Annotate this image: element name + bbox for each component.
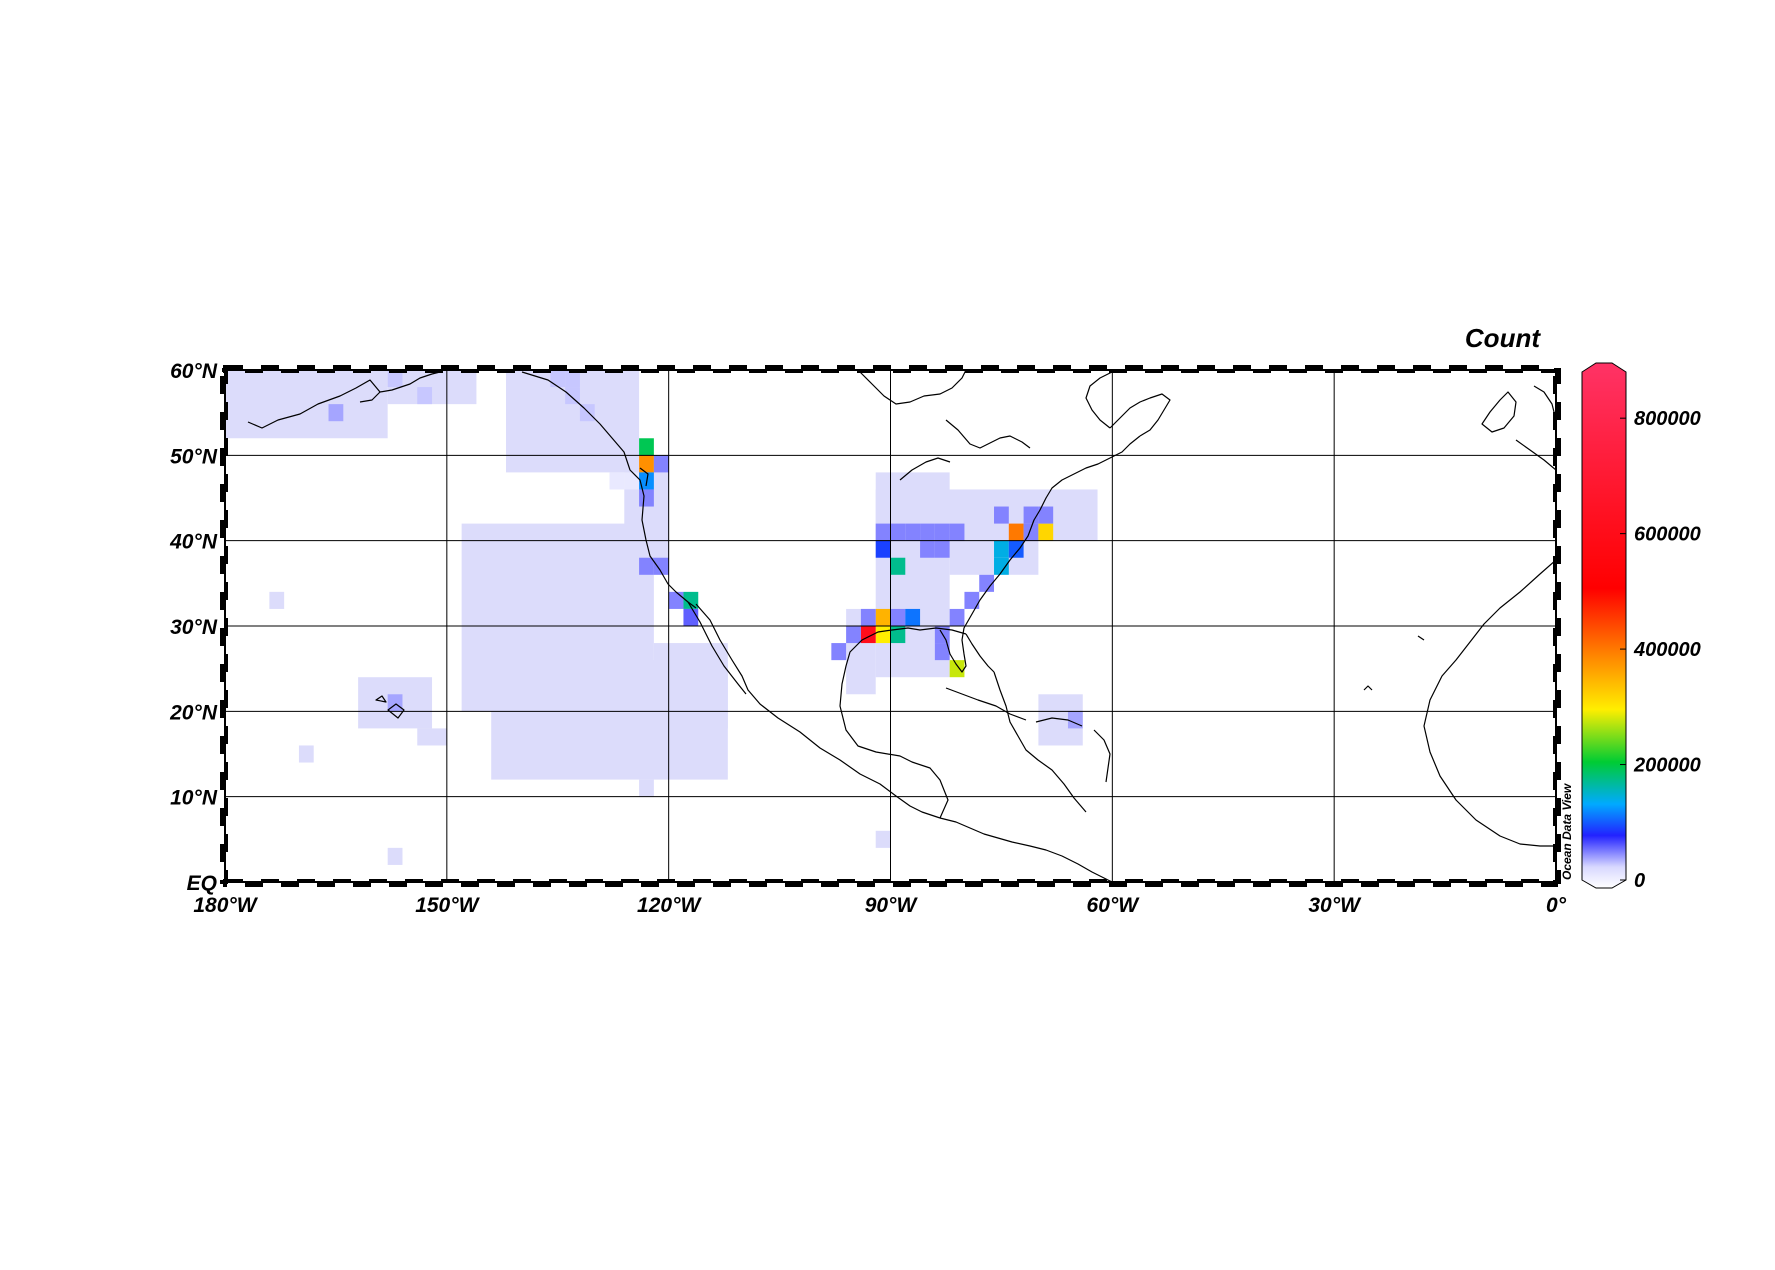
count-cell [860, 608, 876, 626]
count-cell [905, 523, 921, 541]
colorbar-tick-label: 600000 [1634, 524, 1701, 546]
count-cell [1038, 523, 1054, 541]
low-count-block [653, 643, 728, 729]
count-cell [949, 660, 965, 678]
low-count-block [269, 591, 285, 609]
count-cell [846, 626, 861, 644]
longitude-labels: 180°W 150°W 120°W 90°W 60°W 30°W 0° [193, 894, 1566, 917]
low-count-block [639, 779, 654, 797]
graticule [224, 369, 1557, 883]
colorbar-title: Count [1465, 323, 1541, 353]
count-cell [1008, 523, 1024, 541]
lat-label: 30°N [170, 616, 218, 639]
low-count-block [875, 830, 891, 848]
count-cell [653, 557, 669, 575]
count-cell [683, 608, 699, 626]
lat-label: 60°N [170, 360, 218, 383]
lon-label: 0° [1546, 894, 1567, 917]
frame-dash-right [1553, 368, 1561, 884]
colorbar-tick-label: 200000 [1633, 755, 1701, 777]
odv-watermark: Ocean Data View [1560, 783, 1574, 880]
colorbar-tick-label: 800000 [1634, 408, 1701, 430]
lon-label: 90°W [865, 894, 919, 917]
count-cell [890, 523, 906, 541]
count-cell [934, 523, 950, 541]
lon-label: 150°W [415, 894, 480, 917]
count-cell [934, 540, 950, 558]
lon-label: 30°W [1308, 894, 1362, 917]
low-count-block [417, 728, 447, 746]
count-cell [994, 540, 1009, 558]
colorbar-tick-label: 0 [1634, 870, 1645, 892]
lat-label: EQ [187, 872, 217, 895]
count-cell [1038, 506, 1054, 524]
low-count-cells [225, 370, 1098, 865]
count-cell [1023, 523, 1039, 541]
count-cell [890, 608, 906, 626]
count-cell [1008, 540, 1024, 558]
count-cell [875, 608, 891, 626]
count-cell [875, 540, 891, 558]
count-cell [639, 455, 654, 473]
count-cells [328, 370, 1083, 729]
count-cell [550, 370, 566, 388]
lon-label: 60°W [1087, 894, 1141, 917]
count-cell [1023, 506, 1039, 524]
count-cell [964, 591, 980, 609]
count-cell [328, 404, 344, 422]
count-cell [994, 557, 1009, 575]
lat-label: 10°N [170, 787, 218, 810]
count-cell [979, 574, 995, 592]
count-cell [934, 643, 950, 661]
count-cell [920, 523, 935, 541]
count-cell [565, 387, 580, 405]
count-cell [875, 523, 891, 541]
count-cell [905, 608, 921, 626]
colorbar-tick-label: 400000 [1633, 639, 1701, 661]
lat-label: 40°N [169, 531, 218, 554]
count-cell [639, 489, 654, 507]
count-cell [949, 523, 965, 541]
frame-dash-left [220, 368, 228, 884]
count-cell [653, 455, 669, 473]
lon-label: 180°W [193, 894, 258, 917]
count-cell [609, 472, 625, 490]
count-cell [683, 591, 699, 609]
count-cell [668, 591, 684, 609]
count-cell [890, 557, 906, 575]
colorbar [1581, 362, 1627, 889]
lat-label: 20°N [169, 701, 218, 724]
count-cell [831, 643, 847, 661]
lon-label: 120°W [637, 894, 702, 917]
count-cell [875, 626, 891, 644]
count-cell [920, 540, 935, 558]
count-cell [417, 387, 433, 405]
latitude-labels: 60°N 50°N 40°N 30°N 20°N 10°N EQ [169, 360, 218, 895]
count-cell [949, 608, 965, 626]
count-cell [624, 472, 640, 490]
count-cell [387, 370, 403, 388]
count-cell [565, 370, 580, 388]
low-count-block [225, 370, 388, 439]
colorbar-ticks: 800000 600000 400000 200000 0 [1620, 408, 1701, 892]
count-cell [994, 506, 1009, 524]
low-count-block [387, 847, 403, 865]
coastlines [247, 370, 1556, 882]
count-cell [639, 557, 654, 575]
count-cell [639, 438, 654, 456]
lat-label: 50°N [170, 445, 218, 468]
low-count-block [298, 745, 314, 763]
